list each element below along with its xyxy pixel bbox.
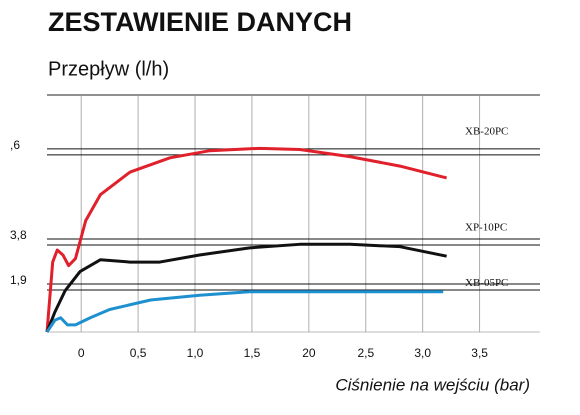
series-line — [45, 242, 447, 333]
x-tick-label: 1,5 — [244, 346, 261, 360]
y-tick-label: ,6 — [10, 138, 20, 152]
series-line — [45, 146, 448, 333]
series-label: XB-20PC — [465, 125, 508, 137]
chart-title: ZESTAWIENIE DANYCH — [48, 7, 352, 37]
x-tick-label: 0,5 — [130, 346, 147, 360]
series-label: XB-05PC — [465, 277, 508, 289]
x-tick-label: 3,0 — [414, 346, 431, 360]
y-tick-label: 1,9 — [10, 273, 27, 287]
series-line — [45, 290, 444, 333]
y-tick-label: 3,8 — [10, 228, 27, 242]
y-axis-label: Przepływ (l/h) — [48, 58, 169, 80]
x-tick-label: 2,5 — [357, 346, 374, 360]
x-axis-label: Ciśnienie na wejściu (bar) — [335, 375, 530, 394]
x-tick-label: 0 — [78, 346, 85, 360]
series-label: XP-10PC — [465, 222, 507, 234]
x-tick-label: 1,0 — [187, 346, 204, 360]
x-tick-label: 20 — [302, 346, 316, 360]
x-tick-label: 3,5 — [471, 346, 488, 360]
